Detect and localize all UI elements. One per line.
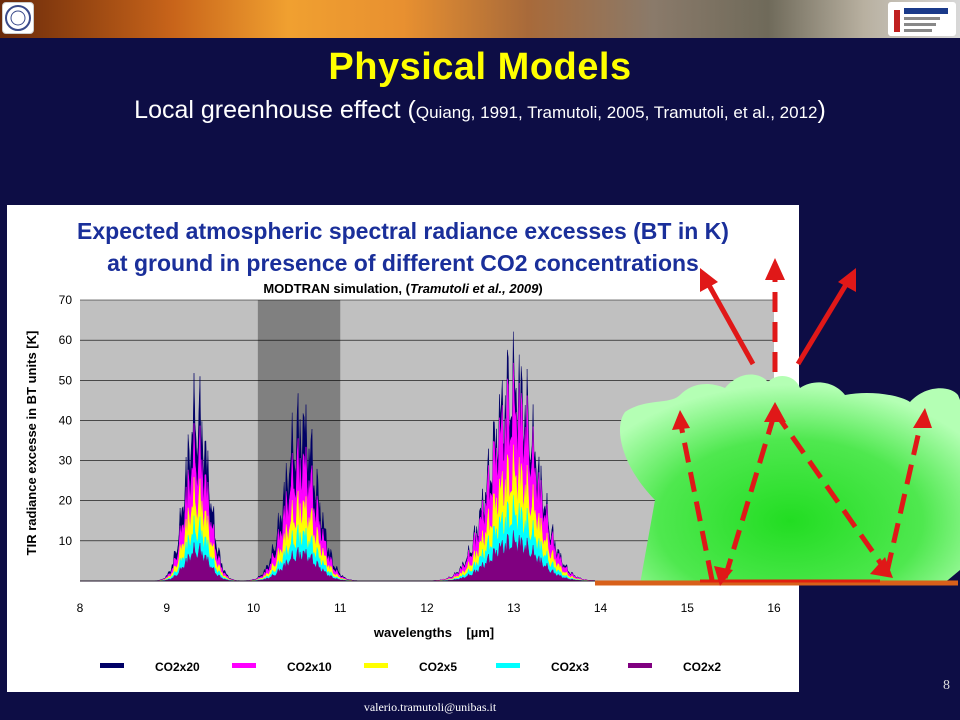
legend-label-co2x20: CO2x20 xyxy=(155,660,200,674)
x-tick-label: 16 xyxy=(767,601,781,615)
legend-label-co2x10: CO2x10 xyxy=(287,660,332,674)
chart-legend: CO2x20 CO2x10 CO2x5 CO2x3 CO2x2 xyxy=(100,660,721,674)
slide-number: 8 xyxy=(943,678,950,693)
legend-label-co2x2: CO2x2 xyxy=(683,660,721,674)
legend-label-co2x5: CO2x5 xyxy=(419,660,457,674)
chart-subtitle-text: MODTRAN simulation, ( xyxy=(263,281,410,296)
chart-title-line2: at ground in presence of different CO2 c… xyxy=(107,250,699,276)
x-tick-label: 15 xyxy=(681,601,695,615)
plot-area: 10 20 30 40 50 60 70 8 9 10 11 12 13 14 15 16 xyxy=(59,293,781,615)
chart-subtitle-end: ) xyxy=(538,281,542,296)
top-banner xyxy=(0,0,960,38)
y-tick-label: 70 xyxy=(59,293,73,307)
x-tick-label: 10 xyxy=(247,601,261,615)
chart-panel: Expected atmospheric spectral radiance e… xyxy=(7,205,799,692)
x-tick-label: 8 xyxy=(77,601,84,615)
legend-swatch-co2x3 xyxy=(496,663,520,668)
x-tick-label: 14 xyxy=(594,601,608,615)
slide-title: Physical Models xyxy=(328,46,632,88)
footer-email: valerio.tramutoli@unibas.it xyxy=(363,700,497,714)
imaa-logo xyxy=(888,2,956,36)
x-tick-label: 13 xyxy=(507,601,521,615)
y-tick-label: 30 xyxy=(59,454,73,468)
legend-label-co2x3: CO2x3 xyxy=(551,660,589,674)
chart-svg: Expected atmospheric spectral radiance e… xyxy=(24,218,781,674)
university-logo xyxy=(2,2,34,34)
legend-swatch-co2x2 xyxy=(628,663,652,668)
y-tick-label: 60 xyxy=(59,333,73,347)
x-axis-label: wavelengths [µm] xyxy=(373,625,494,640)
y-tick-label: 50 xyxy=(59,373,73,387)
slide-subtitle: Local greenhouse effect (Quiang, 1991, T… xyxy=(0,96,960,125)
chart-title-line1: Expected atmospheric spectral radiance e… xyxy=(77,218,729,244)
chart-subtitle: MODTRAN simulation, (Tramutoli et al., 2… xyxy=(263,281,542,296)
chart-subtitle-ref: Tramutoli et al., 2009 xyxy=(410,281,539,296)
subtitle-main: Local greenhouse effect ( xyxy=(134,96,416,124)
x-tick-label: 11 xyxy=(334,601,347,615)
x-tick-label: 9 xyxy=(163,601,170,615)
legend-swatch-co2x20 xyxy=(100,663,124,668)
y-tick-label: 40 xyxy=(59,413,73,427)
y-tick-label: 20 xyxy=(59,494,73,508)
y-axis-label: TIR radiance excesse in BT units [K] xyxy=(24,331,39,556)
y-tick-label: 10 xyxy=(59,534,73,548)
x-tick-label: 12 xyxy=(420,601,434,615)
legend-swatch-co2x10 xyxy=(232,663,256,668)
subtitle-close: ) xyxy=(817,96,826,124)
legend-swatch-co2x5 xyxy=(364,663,388,668)
subtitle-references: Quiang, 1991, Tramutoli, 2005, Tramutoli… xyxy=(415,103,818,122)
